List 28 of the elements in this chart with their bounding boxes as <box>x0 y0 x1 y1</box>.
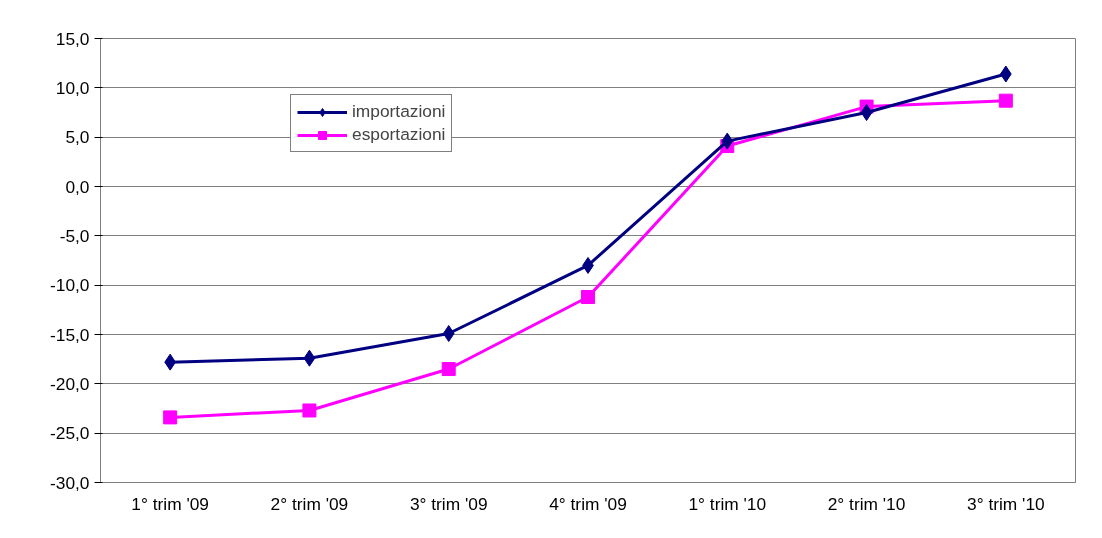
y-tick-label: -30,0 <box>50 472 90 493</box>
y-tick-label: 0,0 <box>65 176 90 197</box>
point <box>860 104 873 121</box>
x-tick-label: 1° trim '09 <box>131 493 209 514</box>
x-tick-label: 3° trim '10 <box>967 493 1045 514</box>
y-tick-label: 10,0 <box>55 77 90 98</box>
point <box>441 362 456 377</box>
y-tick-label: -25,0 <box>50 423 90 444</box>
y-tick-label: -15,0 <box>50 324 90 345</box>
y-tick-label: -10,0 <box>50 275 90 296</box>
y-tick-label: -20,0 <box>50 373 90 394</box>
y-tick-label: 5,0 <box>65 127 90 148</box>
point <box>998 93 1013 108</box>
x-tick-label: 1° trim '10 <box>688 493 767 514</box>
legend-label: esportazioni <box>352 124 446 145</box>
point <box>581 290 595 305</box>
x-tick-label: 4° trim '09 <box>549 493 627 514</box>
x-tick-label: 2° trim '10 <box>827 493 906 514</box>
legend-label: importazioni <box>352 101 446 122</box>
x-tick-label: 3° trim '09 <box>409 493 488 514</box>
y-tick-label: -5,0 <box>59 225 90 246</box>
point <box>302 403 317 418</box>
point <box>163 410 178 425</box>
point <box>721 132 734 150</box>
point <box>303 349 316 367</box>
x-tick-label: 2° trim '09 <box>270 493 349 514</box>
y-tick-label: 15,0 <box>55 28 90 49</box>
point <box>442 325 455 343</box>
